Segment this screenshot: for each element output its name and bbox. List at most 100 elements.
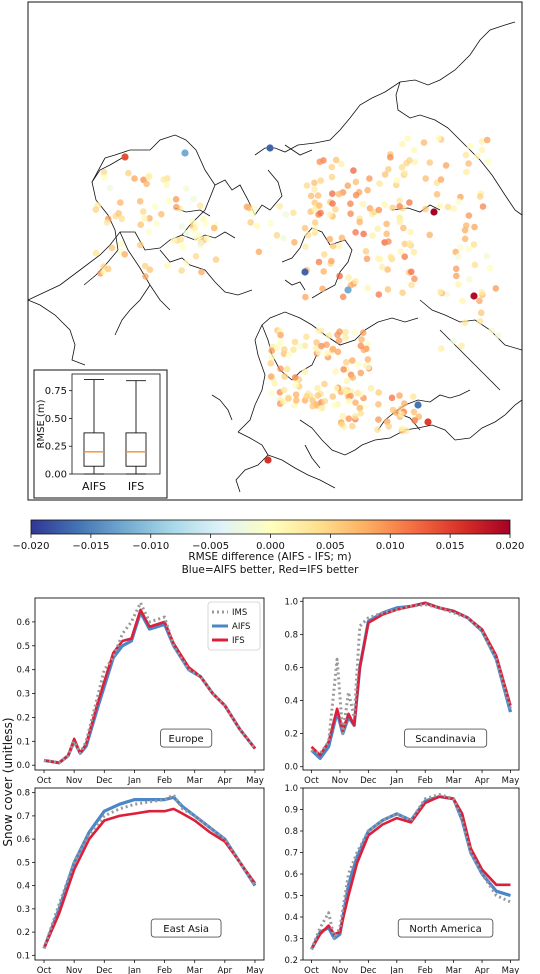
- x-tick-label: Apr: [475, 776, 490, 786]
- station-dot: [455, 198, 463, 205]
- coastlines: [27, 21, 523, 493]
- inset-ylabel: RMSE (m): [36, 399, 47, 448]
- station-dot: [145, 173, 152, 181]
- station-dot: [466, 142, 474, 150]
- station-dot: [271, 380, 279, 387]
- station-dot: [301, 224, 309, 232]
- y-tick-label: 0.4: [16, 666, 30, 676]
- station-dot: [384, 286, 392, 293]
- series-ims: [310, 793, 512, 950]
- station-dot: [319, 404, 326, 412]
- x-tick-label: Oct: [37, 966, 52, 974]
- station-dot: [329, 200, 336, 207]
- station-dot: [450, 337, 457, 345]
- colorbar-tick-label: 0.000: [256, 541, 285, 552]
- panel-east-asia: 0.1 0.2 0.3 0.4 0.5 0.6 0.7 0.8 Oct Nov Dec Jan Feb M…: [16, 787, 265, 974]
- station-dot: [137, 241, 144, 249]
- station-dot: [381, 171, 389, 178]
- station-dot: [488, 327, 495, 335]
- station-dot: [366, 205, 374, 212]
- y-tick-label: 0.7: [16, 812, 30, 822]
- y-tick-label: 0.1: [16, 737, 30, 747]
- inset-y-tick-label: 0.25: [45, 442, 67, 453]
- station-dot: [463, 222, 470, 229]
- station-dot: [291, 338, 299, 346]
- x-tick-label: Jan: [389, 776, 403, 786]
- colorbar-bar: [30, 519, 511, 535]
- station-dot: [430, 208, 438, 216]
- station-dot: [339, 412, 347, 420]
- station-dot: [197, 239, 205, 247]
- y-tick-label: 0.3: [284, 935, 298, 945]
- station-dot: [328, 173, 336, 181]
- station-dot: [329, 242, 337, 250]
- station-dot: [357, 342, 365, 350]
- station-dot: [196, 202, 204, 209]
- station-dot: [151, 203, 159, 210]
- station-dot: [332, 368, 339, 375]
- station-dot: [465, 212, 473, 219]
- legend-frame: [207, 601, 261, 651]
- station-dot: [140, 208, 147, 215]
- station-dot: [255, 248, 263, 256]
- station-dot: [268, 390, 275, 397]
- series-aifs: [42, 795, 257, 949]
- station-dot: [401, 169, 409, 177]
- station-dot: [455, 253, 462, 260]
- station-dot: [307, 192, 315, 200]
- station-dot: [344, 182, 352, 189]
- station-dot: [345, 397, 353, 405]
- station-dot: [396, 203, 403, 210]
- station-dot: [266, 144, 274, 152]
- station-dot: [92, 249, 100, 257]
- station-dot: [117, 240, 125, 248]
- station-dot: [465, 245, 473, 253]
- station-dot: [317, 177, 325, 184]
- snow-ylabel: Snow cover (unitless): [1, 717, 15, 846]
- station-dot: [196, 232, 203, 239]
- station-dot: [329, 345, 337, 353]
- region-label-box: [404, 728, 488, 748]
- station-dot: [457, 244, 464, 251]
- station-dot: [334, 348, 342, 356]
- x-tick-label: Feb: [157, 966, 172, 974]
- station-dot: [407, 228, 414, 236]
- x-tick-label: Nov: [66, 776, 83, 786]
- station-dot: [320, 268, 328, 275]
- y-tick-label: 0.5: [284, 892, 298, 902]
- station-dot: [486, 264, 494, 272]
- station-dot: [338, 234, 346, 242]
- station-dot: [357, 410, 365, 417]
- station-dot: [393, 177, 401, 184]
- y-tick-label: 1.0: [284, 597, 298, 607]
- station-dot: [164, 262, 171, 270]
- station-dot: [277, 331, 284, 339]
- station-dot: [339, 293, 347, 301]
- colorbar-sublabel: Blue=AIFS better, Red=IFS better: [182, 564, 360, 576]
- x-tick-label: Apr: [217, 776, 232, 786]
- legend: IMS AIFS IFS: [207, 601, 261, 651]
- y-tick-label: 0.8: [16, 789, 30, 799]
- inset-box-label: IFS: [128, 480, 144, 493]
- station-dot: [335, 337, 343, 345]
- station-dot: [410, 393, 417, 400]
- x-tick-label: Nov: [66, 966, 83, 974]
- station-dot: [444, 203, 452, 211]
- station-dot: [106, 184, 114, 192]
- station-dot: [267, 360, 275, 367]
- station-dot: [267, 373, 275, 380]
- station-dot: [399, 289, 406, 297]
- station-dot: [483, 252, 491, 260]
- y-tick-label: 0.2: [284, 730, 298, 740]
- station-dot: [301, 368, 309, 376]
- station-dot: [385, 423, 393, 430]
- station-dot: [245, 204, 253, 212]
- station-dot: [352, 191, 360, 199]
- y-tick-label: 0.3: [16, 690, 30, 700]
- series-ifs: [42, 807, 257, 949]
- station-dot: [335, 242, 343, 250]
- station-dot: [192, 221, 200, 229]
- y-tick-label: 0.2: [16, 713, 30, 723]
- station-dot: [311, 226, 319, 233]
- series-ifs: [310, 795, 511, 950]
